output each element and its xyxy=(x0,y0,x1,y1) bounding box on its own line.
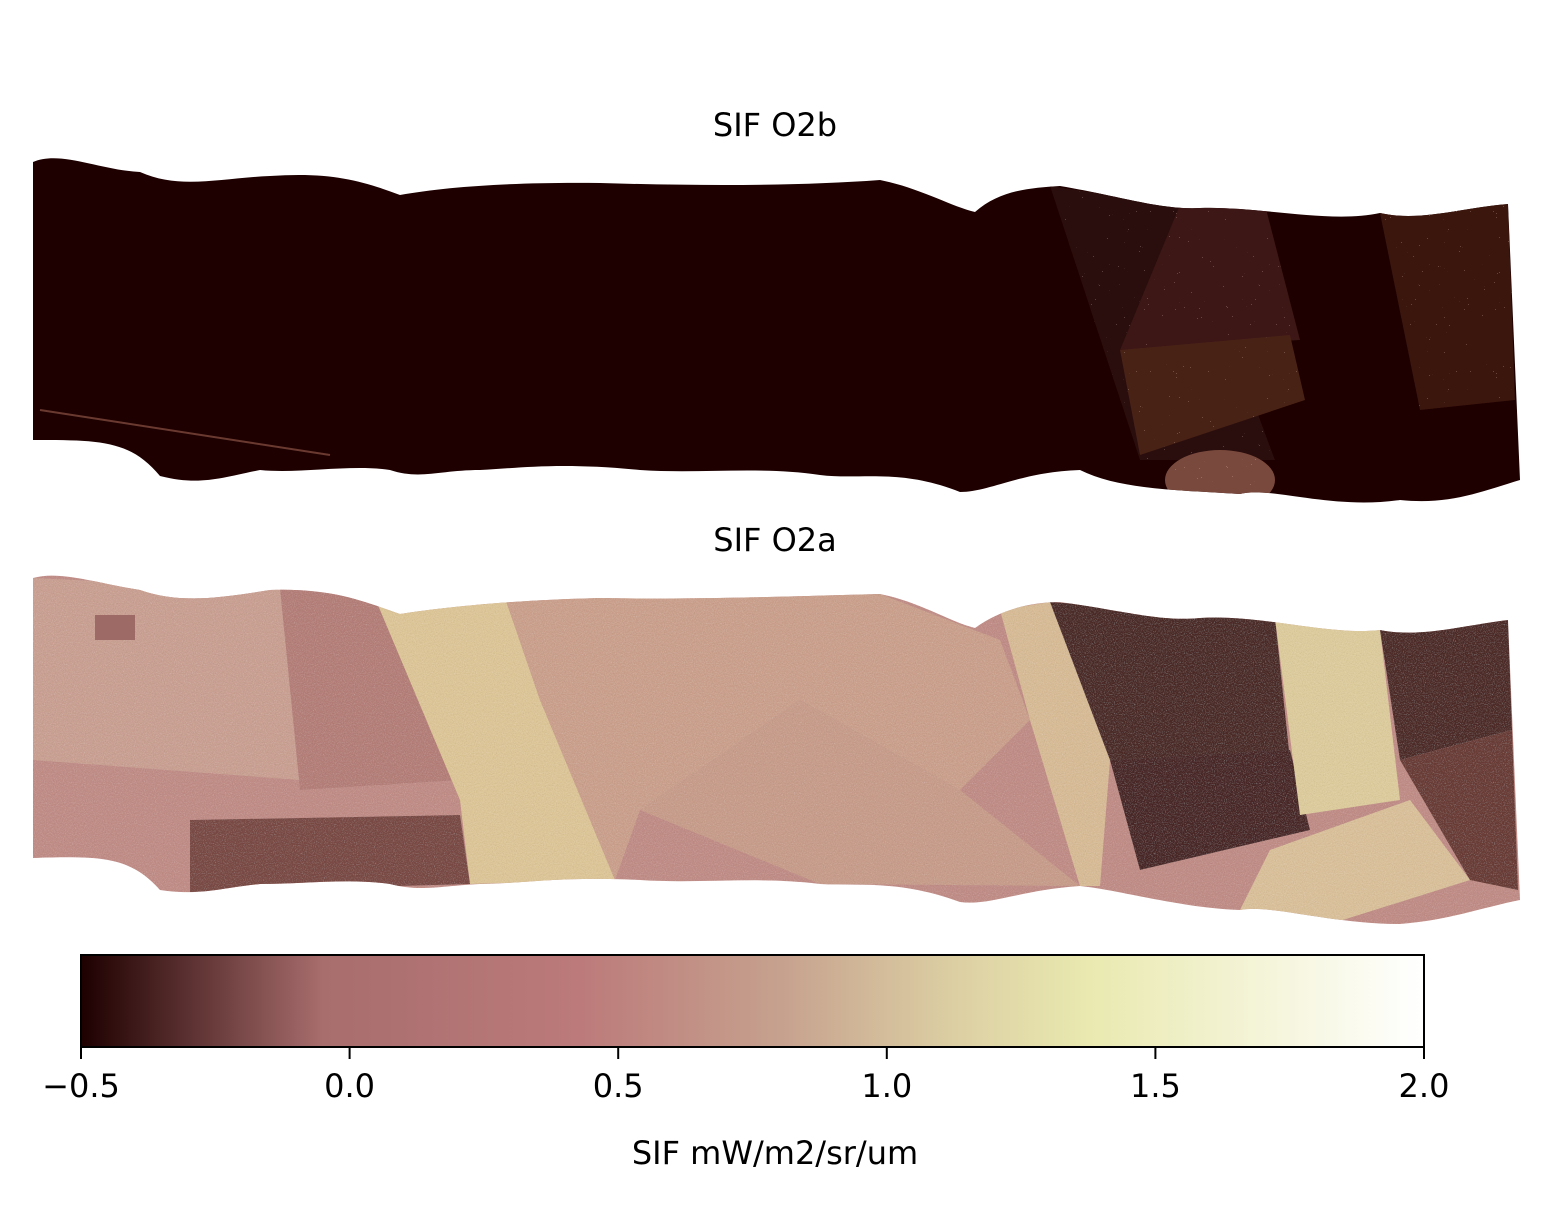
colorbar-tick-label: 1.5 xyxy=(1130,1067,1181,1105)
o2a-field-6 xyxy=(1000,602,1110,886)
colorbar-tick-label: 0.5 xyxy=(593,1067,644,1105)
o2a-field-2 xyxy=(280,588,460,790)
panel-title-o2b: SIF O2b xyxy=(712,106,838,144)
o2b-field-d xyxy=(1380,204,1515,410)
o2a-field-8 xyxy=(1110,750,1310,870)
o2a-pond xyxy=(95,615,135,640)
o2a-field-5 xyxy=(640,700,1080,886)
colorbar-label: SIF mW/m2/sr/um xyxy=(631,1134,919,1172)
o2a-field-3 xyxy=(375,598,615,884)
o2a-field-10 xyxy=(1240,800,1470,924)
colorbar-tick-label: −0.5 xyxy=(42,1067,120,1105)
o2b-road xyxy=(39,409,331,456)
colorbar-tick-label: 1.0 xyxy=(861,1067,912,1105)
o2a-field-12 xyxy=(1400,730,1518,890)
o2a-field-7 xyxy=(1050,602,1290,760)
map-o2b xyxy=(33,158,1520,503)
o2b-field-c xyxy=(1120,335,1305,455)
panel-title-o2a: SIF O2a xyxy=(713,521,837,559)
o2a-field-9 xyxy=(1275,618,1400,815)
colorbar-ticks: −0.5 0.0 0.5 1.0 1.5 2.0 xyxy=(42,1047,1449,1105)
colorbar-tick-label: 0.0 xyxy=(324,1067,375,1105)
o2a-field-4 xyxy=(505,594,1030,880)
o2a-field-11 xyxy=(1380,620,1512,760)
colorbar-tick-label: 2.0 xyxy=(1399,1067,1450,1105)
o2a-field-13 xyxy=(190,815,470,892)
o2b-field-b xyxy=(1120,205,1300,350)
colorbar-gradient xyxy=(80,954,1425,1048)
map-o2a xyxy=(33,575,1520,924)
